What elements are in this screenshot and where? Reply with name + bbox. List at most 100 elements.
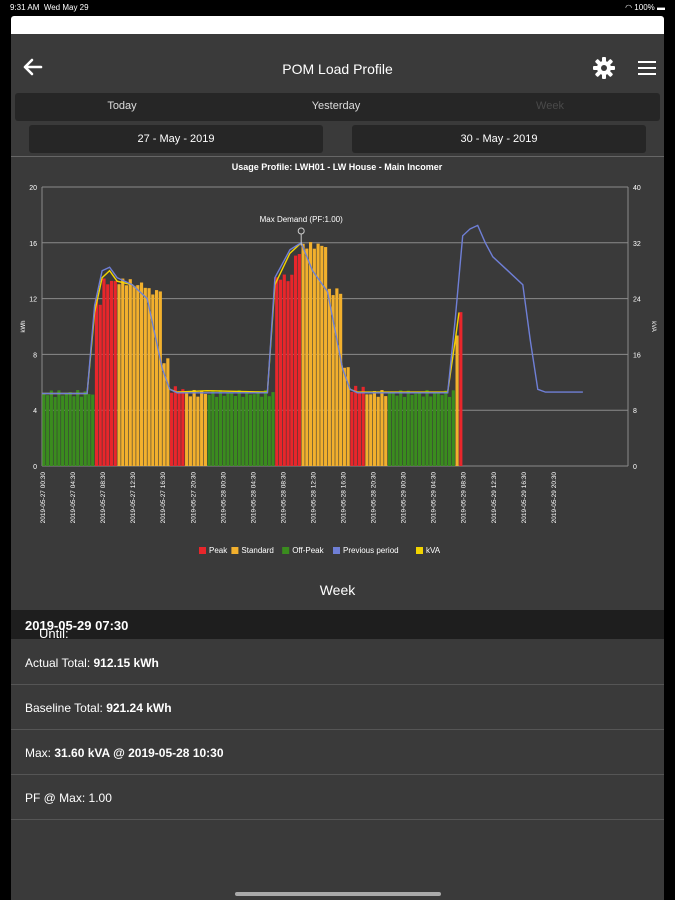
x-tick-label: 2019-05-27 16:30 (160, 472, 167, 524)
bar (196, 396, 200, 466)
max-demand-label: Max Demand (PF:1.00) (260, 215, 343, 224)
bar (324, 247, 328, 466)
bar (256, 391, 260, 466)
bar (335, 288, 339, 466)
baseline-total-value: 921.24 kWh (106, 701, 172, 715)
bar (102, 278, 106, 466)
legend-swatch (282, 547, 290, 554)
max-row: Max: 31.60 kVA @ 2019-05-28 10:30 (11, 730, 664, 775)
y-tick-label: 4 (33, 408, 37, 415)
app-container: POM Load Profile Today Yesterday Week (11, 34, 664, 900)
tab-week[interactable]: Week (536, 100, 564, 112)
bar (185, 391, 189, 466)
header: POM Load Profile (11, 34, 664, 90)
bar (226, 392, 230, 466)
x-tick-label: 2019-05-27 00:30 (40, 472, 47, 524)
legend-swatch (231, 547, 239, 554)
bar (406, 390, 410, 466)
x-tick-label: 2019-05-28 20:30 (371, 472, 378, 524)
x-tick-label: 2019-05-29 08:30 (461, 472, 468, 524)
until-value: 2019-05-29 07:30 (25, 618, 129, 633)
bar (222, 395, 226, 466)
bar (365, 394, 369, 466)
x-tick-label: 2019-05-28 08:30 (280, 472, 287, 524)
bar (87, 394, 91, 466)
bar (267, 396, 271, 466)
y-tick-label: 16 (29, 241, 37, 248)
bar (447, 396, 452, 466)
y2-tick-label: 24 (633, 297, 641, 304)
bar (49, 390, 53, 466)
tab-yesterday[interactable]: Yesterday (311, 100, 361, 112)
max-label: Max: (25, 746, 52, 760)
until-row: Until: 2019-05-29 07:30 (11, 610, 664, 641)
bar (147, 288, 151, 466)
top-white-bar (11, 16, 664, 34)
legend-label: kVA (426, 546, 441, 555)
bar (293, 255, 298, 466)
week-title: Week (319, 582, 356, 598)
bar (57, 390, 61, 466)
bar (68, 392, 72, 466)
legend-label: Off-Peak (292, 546, 324, 555)
y-tick-label: 0 (33, 464, 37, 471)
chart-title: Usage Profile: LWH01 - LW House - Main I… (232, 162, 443, 172)
bar (309, 242, 313, 466)
bar (282, 274, 286, 466)
bar (132, 285, 136, 466)
battery-icon: ▬ (657, 3, 665, 12)
gear-icon[interactable] (592, 56, 616, 80)
bar (166, 358, 170, 466)
bar (143, 287, 147, 466)
bar (410, 394, 414, 466)
divider (11, 156, 664, 157)
x-tick-label: 2019-05-28 12:30 (310, 472, 317, 524)
status-bar: 9:31 AM Wed May 29 ◠ 100% ▬ (0, 0, 675, 14)
bar (327, 288, 331, 466)
bar (218, 390, 223, 466)
x-tick-label: 2019-05-27 08:30 (100, 472, 107, 524)
bar (64, 393, 68, 466)
bar (316, 243, 320, 466)
bar (380, 390, 384, 466)
status-date: Wed May 29 (43, 3, 89, 12)
end-date-button[interactable]: 30 - May - 2019 (352, 125, 646, 153)
bar (301, 243, 305, 466)
actual-total-label: Actual Total: (25, 656, 91, 670)
legend-swatch (416, 547, 423, 554)
bar (46, 395, 50, 466)
y-tick-label: 12 (29, 297, 37, 304)
bar (121, 278, 125, 466)
bar (245, 390, 249, 466)
x-tick-label: 2019-05-27 20:30 (190, 472, 197, 524)
bar (203, 393, 207, 466)
back-arrow-icon[interactable] (21, 56, 43, 78)
bar (275, 277, 279, 466)
bar (399, 390, 403, 466)
bar (421, 396, 425, 466)
x-tick-label: 2019-05-28 04:30 (250, 472, 257, 524)
bar (395, 395, 399, 466)
bar (113, 281, 117, 466)
max-demand-point (297, 227, 305, 235)
start-date-button[interactable]: 27 - May - 2019 (29, 125, 323, 153)
baseline-total-row: Baseline Total: 921.24 kWh (11, 685, 664, 730)
legend-label: Previous period (343, 546, 399, 555)
bar (200, 391, 204, 466)
until-label: Until: (39, 626, 69, 641)
y2-tick-label: 16 (633, 352, 641, 359)
bar (241, 396, 245, 466)
bar (233, 395, 238, 466)
bar (402, 396, 407, 466)
bar (192, 389, 196, 466)
bar (76, 390, 80, 466)
bar (387, 392, 392, 466)
bar (346, 367, 350, 466)
bar (436, 393, 440, 466)
bar (91, 394, 95, 466)
bar (376, 396, 380, 466)
hamburger-menu-icon[interactable] (638, 60, 656, 76)
tab-today[interactable]: Today (107, 100, 137, 112)
bar (342, 367, 346, 466)
bar (320, 245, 324, 466)
